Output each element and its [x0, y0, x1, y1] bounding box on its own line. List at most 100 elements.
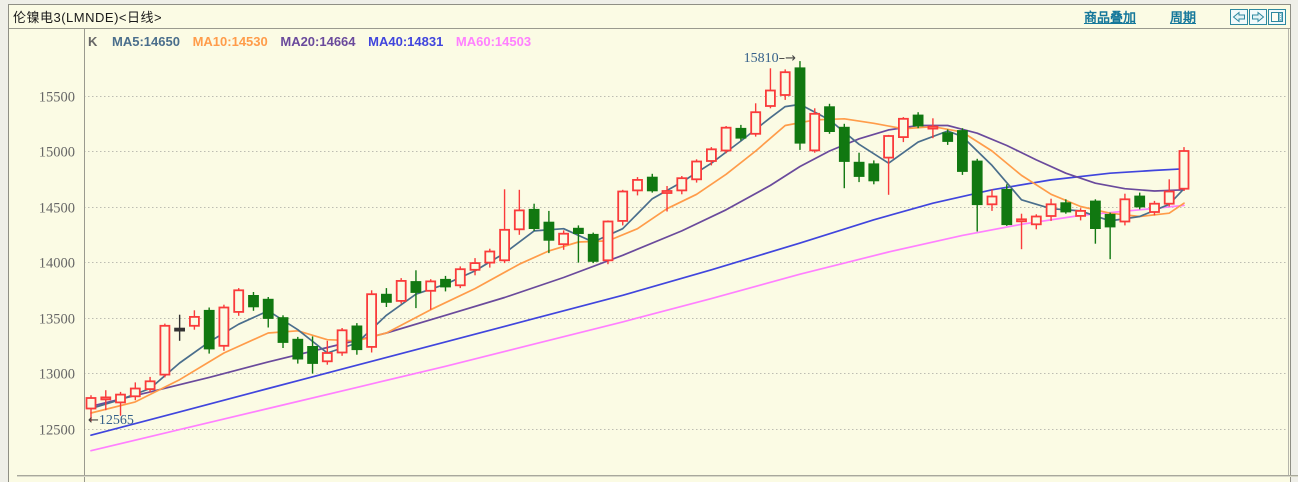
candle — [1104, 212, 1116, 260]
candle — [188, 310, 200, 330]
candle — [218, 304, 230, 351]
candle — [395, 278, 407, 304]
candle — [1016, 213, 1027, 250]
price-chart[interactable]: 15500 15000 14500 14000 13500 13000 12500 K MA… — [9, 29, 1290, 482]
candle — [617, 189, 629, 226]
legend-ma60: MA60:14503 — [455, 34, 532, 49]
candle — [321, 340, 333, 365]
candle — [85, 395, 97, 422]
split-window-button[interactable] — [1268, 8, 1286, 25]
candle — [1119, 193, 1131, 226]
ma10-line — [90, 117, 1185, 414]
candle — [853, 152, 865, 183]
candle — [380, 288, 392, 307]
panel-divider — [17, 475, 1298, 477]
candle — [868, 160, 880, 185]
candle — [1001, 184, 1013, 226]
legend-ma20: MA20:14664 — [280, 34, 356, 49]
y-axis-tick-label: 14500 — [39, 201, 75, 217]
candle — [1090, 199, 1101, 244]
candle — [750, 103, 762, 137]
candle — [351, 323, 363, 355]
candle — [646, 173, 658, 193]
candle — [543, 210, 555, 254]
candle — [248, 292, 259, 311]
right-arrow-pointer-icon: –→ — [778, 51, 796, 67]
candle — [484, 248, 496, 268]
y-axis-tick-label: 13000 — [39, 367, 75, 383]
candle — [986, 189, 998, 211]
candle — [573, 225, 584, 263]
candle — [883, 134, 894, 195]
split-window-icon — [1271, 11, 1283, 22]
candle — [1060, 199, 1072, 214]
candle — [454, 266, 466, 289]
candle — [513, 189, 525, 235]
candle — [174, 314, 186, 341]
legend-ma5: MA5:14650 — [112, 34, 180, 49]
candlestick-chart-canvas: 15500 15000 14500 14000 13500 13000 12500 — [39, 29, 1289, 482]
candle — [1030, 214, 1042, 230]
next-chart-button[interactable] — [1249, 8, 1267, 25]
candle — [144, 376, 156, 393]
candle — [942, 129, 954, 145]
y-axis-tick-label: 13500 — [39, 312, 75, 328]
y-axis-tick-label: 15000 — [39, 145, 75, 161]
candle — [129, 382, 141, 401]
candle — [292, 336, 304, 364]
candle — [587, 232, 599, 264]
indicator-legend: K MA5:14650 MA10:14530 MA20:14664 MA40:1… — [88, 34, 540, 50]
candle — [957, 128, 968, 175]
candle — [203, 307, 215, 354]
title-bar: 伦镍电3(LMNDE)<日线> 商品叠加 周期 — [9, 5, 1290, 29]
candle — [277, 315, 289, 348]
ma40-line — [90, 167, 1185, 437]
candle — [262, 297, 274, 328]
candle — [824, 103, 835, 134]
candle — [410, 270, 422, 309]
overlay-link[interactable]: 商品叠加 — [1083, 10, 1136, 25]
candle — [632, 177, 643, 196]
candle — [706, 147, 717, 166]
candle — [1163, 179, 1175, 207]
price-high-annotation: 15810–→ — [744, 51, 796, 66]
candle — [720, 126, 732, 154]
candle — [912, 112, 924, 129]
y-axis-tick-label: 14000 — [39, 256, 75, 272]
candle — [1045, 198, 1057, 221]
candle — [100, 390, 112, 411]
candle — [735, 124, 747, 141]
ma20-line — [90, 124, 1185, 408]
grid-and-axis: 15500 15000 14500 14000 13500 13000 12500 — [39, 29, 1289, 482]
candle — [1134, 192, 1146, 210]
candle — [1149, 200, 1160, 216]
candle — [1178, 147, 1190, 191]
instrument-title: 伦镍电3(LMNDE)<日线> — [13, 10, 163, 25]
period-link[interactable]: 周期 — [1169, 10, 1196, 25]
candlestick-series — [85, 61, 1190, 422]
candle — [366, 290, 378, 353]
candle — [159, 323, 171, 378]
high-annotation-value: 15810 — [743, 51, 779, 67]
next-arrow-icon — [1252, 10, 1265, 23]
legend-ma10: MA10:14530 — [192, 34, 268, 49]
y-axis-tick-label: 15500 — [39, 90, 75, 106]
candle — [469, 258, 481, 276]
candle — [794, 61, 806, 150]
price-low-annotation: ←12565 — [88, 413, 134, 428]
prev-chart-button[interactable] — [1230, 8, 1248, 25]
candle — [809, 108, 821, 153]
ma5-line — [90, 103, 1185, 410]
candle — [661, 186, 673, 212]
candle — [765, 68, 776, 109]
candle — [779, 69, 791, 100]
ma60-line — [90, 204, 1185, 452]
candle — [307, 336, 319, 374]
candle — [425, 279, 437, 310]
candle — [336, 328, 348, 356]
candle — [971, 158, 983, 232]
candle — [927, 118, 939, 139]
candle — [558, 230, 569, 250]
candle — [115, 391, 126, 416]
